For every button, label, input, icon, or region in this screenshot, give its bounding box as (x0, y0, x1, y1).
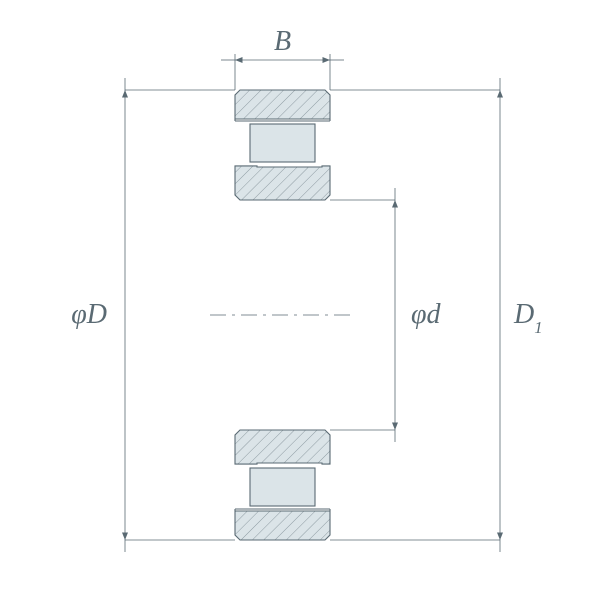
label-phid: φd (411, 299, 441, 330)
label-D1: D1 (513, 299, 543, 337)
label-phiD: φD (71, 299, 107, 330)
label-B: B (274, 26, 291, 57)
bearing-cross-section-diagram: BφD φd D1 (0, 0, 600, 600)
